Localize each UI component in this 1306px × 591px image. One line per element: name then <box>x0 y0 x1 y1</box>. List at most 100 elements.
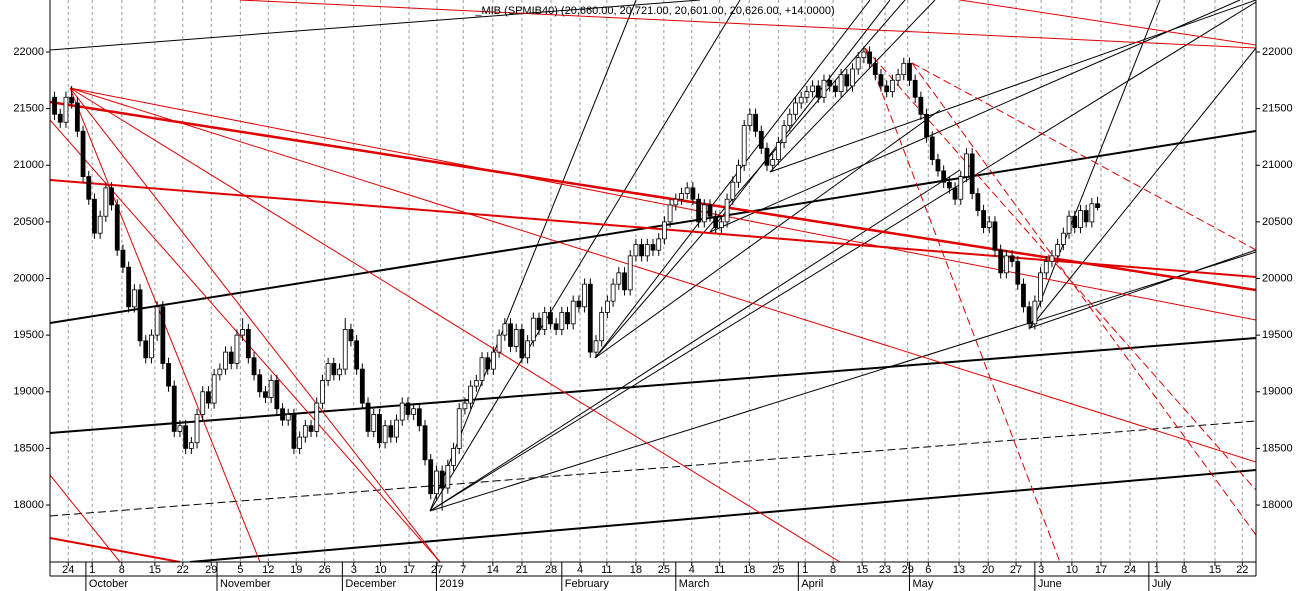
candle-body <box>525 340 531 359</box>
y-tick-label: 20000 <box>13 272 44 284</box>
candle-body <box>228 351 234 364</box>
x-tick-label: 23 <box>879 564 891 576</box>
candle-body <box>359 368 365 404</box>
x-tick-label: 24 <box>1124 564 1136 576</box>
x-tick-label: 29 <box>205 564 217 576</box>
candle-body <box>559 312 565 330</box>
candle-body <box>1072 215 1078 228</box>
candle-body <box>166 363 171 387</box>
candle-body <box>530 317 536 342</box>
candle-body <box>815 85 821 98</box>
candle-body <box>245 329 251 359</box>
candle-body <box>188 442 194 449</box>
candle-body <box>63 96 69 123</box>
candle-body <box>741 125 747 166</box>
trend-line <box>69 87 841 562</box>
x-tick-label: 19 <box>290 564 302 576</box>
y-tick-label: 19500 <box>13 329 44 341</box>
candle-body <box>377 414 382 444</box>
trend-line <box>911 62 1256 251</box>
candle-body <box>1083 210 1089 223</box>
candle-body <box>434 470 439 495</box>
y-tick-label: 18500 <box>1262 442 1293 454</box>
x-tick-label: 15 <box>149 564 161 576</box>
trend-line <box>69 87 441 562</box>
x-tick-label: 22 <box>1236 564 1248 576</box>
candle-body <box>491 351 496 370</box>
candle-body <box>1032 300 1038 325</box>
candle-body <box>263 391 268 398</box>
candle-body <box>325 363 331 381</box>
candle-body <box>929 136 935 160</box>
candle-body <box>838 74 844 93</box>
candle-body <box>143 340 149 359</box>
trend-line <box>50 179 1256 278</box>
month-label: June <box>1038 578 1062 590</box>
candle-body <box>422 425 428 461</box>
x-tick-label: 21 <box>516 564 528 576</box>
trend-line <box>594 109 941 359</box>
month-label: 2019 <box>439 578 463 590</box>
x-tick-label: 11 <box>601 564 612 576</box>
candle-body <box>405 402 411 415</box>
trend-line <box>959 0 1256 46</box>
y-tick-label: 18000 <box>13 499 44 511</box>
candle-body <box>593 340 599 353</box>
trend-line <box>50 119 441 562</box>
x-tick-label: 18 <box>743 564 755 576</box>
x-tick-label: 1 <box>89 564 95 576</box>
x-tick-label: 27 <box>1010 564 1022 576</box>
x-tick-label: 15 <box>1209 564 1221 576</box>
candle-body <box>821 79 827 98</box>
candle-body <box>952 187 958 200</box>
candle-body <box>445 464 451 489</box>
candle-body <box>211 374 217 404</box>
candle-body <box>496 334 502 353</box>
candle-body <box>131 289 137 308</box>
x-tick-label: 8 <box>1181 564 1187 576</box>
candle-body <box>793 102 798 115</box>
candle-body <box>365 402 371 432</box>
candle-body <box>878 74 884 87</box>
candle-body <box>918 96 924 115</box>
x-tick-label: 1 <box>802 564 808 576</box>
grid <box>67 0 1243 562</box>
candle-body <box>696 198 701 223</box>
x-tick-label: 28 <box>545 564 557 576</box>
y-tick-label: 18500 <box>13 442 44 454</box>
trend-line <box>911 62 1256 536</box>
x-tick-label: 17 <box>1095 564 1107 576</box>
candle-body <box>832 85 838 93</box>
candle-body <box>872 62 878 76</box>
x-tick-label: 25 <box>772 564 784 576</box>
candle-body <box>468 385 474 404</box>
trend-lines <box>50 0 1256 562</box>
candle-body <box>958 176 964 200</box>
candle-body <box>690 187 696 200</box>
candle-body <box>764 147 770 166</box>
candle-body <box>485 357 491 370</box>
candle-body <box>519 329 525 359</box>
month-label: November <box>220 578 271 590</box>
trend-line <box>429 251 1256 512</box>
candle-body <box>337 368 342 376</box>
candle-body <box>747 113 753 127</box>
x-tick-label: 10 <box>374 564 386 576</box>
candle-body <box>884 85 890 93</box>
trend-line <box>429 1 1256 512</box>
candle-body <box>895 74 901 81</box>
candle-body <box>770 159 776 166</box>
x-tick-label: 29 <box>902 564 914 576</box>
candle-body <box>297 436 303 449</box>
candle-body <box>416 408 422 427</box>
x-tick-label: 4 <box>689 564 695 576</box>
candle-body <box>570 300 576 325</box>
x-tick-label: 18 <box>630 564 642 576</box>
candle-body <box>69 96 75 104</box>
candle-body <box>513 329 519 347</box>
x-tick-label: 4 <box>577 564 583 576</box>
candle-body <box>753 113 758 132</box>
black-lines <box>50 0 1256 562</box>
candle-body <box>656 238 662 251</box>
month-label: October <box>89 578 128 590</box>
